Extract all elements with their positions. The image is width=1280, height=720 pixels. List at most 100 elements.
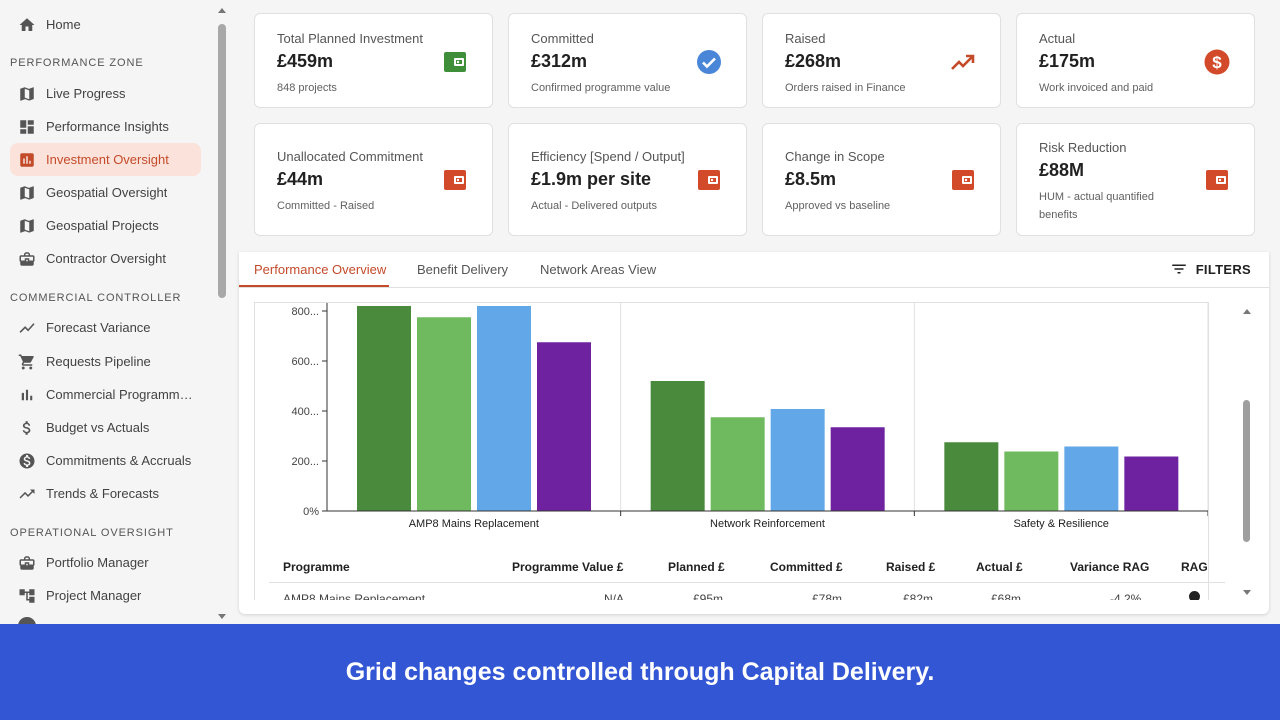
kpi-card: Total Planned Investment £459m 848 project… — [254, 13, 493, 108]
kpi-subtext: 848 projects — [277, 82, 337, 94]
kpi-card: Change in Scope £8.5m Approved vs baseline — [762, 123, 1001, 236]
scroll-up-icon[interactable] — [1243, 309, 1251, 314]
kpi-label: Unallocated Commitment — [277, 149, 423, 164]
sidebar-item-geospatial-oversight[interactable]: Geospatial Oversight — [10, 176, 201, 209]
th-programme[interactable]: Programme — [283, 560, 350, 574]
kpi-subtext: HUM - actual quantified benefits — [1039, 191, 1154, 221]
tab-benefit-delivery[interactable]: Benefit Delivery — [417, 262, 509, 277]
scroll-down-icon[interactable] — [1243, 590, 1251, 595]
sidebar-scrollbar[interactable] — [215, 0, 229, 624]
kpi-subtext: Actual - Delivered outputs — [531, 200, 657, 212]
performance-panel: Performance Overview Benefit Delivery Ne… — [239, 252, 1269, 614]
trending-up-icon — [951, 54, 975, 70]
caption-banner: Grid changes controlled through Capital … — [0, 624, 1280, 720]
sidebar-item-geospatial-projects[interactable]: Geospatial Projects — [10, 209, 201, 242]
sidebar-scroll-thumb[interactable] — [218, 24, 226, 298]
td-programme: AMP8 Mains Replacement — [283, 592, 426, 600]
chart-bar[interactable] — [830, 427, 885, 511]
th-variance-rag[interactable]: Variance RAG — [1070, 560, 1150, 574]
dashboard-icon — [18, 118, 36, 136]
sidebar-item-requests-pipeline[interactable]: Requests Pipeline — [10, 345, 201, 378]
kpi-value: £44m — [277, 169, 324, 189]
td-planned: £95m — [693, 592, 724, 600]
sidebar-item-label: Commercial Programme... — [46, 387, 196, 402]
chart-bar[interactable] — [944, 442, 999, 511]
y-tick-label: 0% — [303, 506, 319, 518]
th-programme-value[interactable]: Programme Value £ — [512, 560, 624, 574]
sidebar-item-commercial-programme[interactable]: Commercial Programme... — [10, 378, 201, 411]
kpi-label: Efficiency [Spend / Output] — [531, 149, 685, 164]
chart-bar[interactable] — [1124, 456, 1179, 512]
bar-chart-icon — [18, 386, 36, 404]
kpi-subtext: Orders raised in Finance — [785, 82, 906, 94]
y-tick-label: 400... — [291, 406, 319, 418]
chart-bar[interactable] — [417, 317, 471, 511]
td-variance-rag: -4.2% — [1110, 592, 1142, 600]
tab-performance-overview[interactable]: Performance Overview — [254, 262, 387, 277]
kpi-value: £1.9m per site — [531, 169, 652, 189]
chart-bar[interactable] — [357, 306, 411, 511]
line-chart-icon — [18, 319, 36, 337]
scroll-up-icon[interactable] — [218, 8, 226, 13]
sidebar-item-performance-insights[interactable]: Performance Insights — [10, 110, 201, 143]
kpi-card: Committed £312m Confirmed programme value — [508, 13, 747, 108]
bar-chart-icon — [18, 151, 36, 169]
chart-container: 0% 200... 400... 600... 800... AMP8 Mains Rep… — [254, 302, 1209, 600]
chart-bar[interactable] — [477, 306, 531, 511]
kpi-subtext: Committed - Raised — [277, 200, 375, 212]
trending-up-icon — [18, 485, 36, 503]
kpi-label: Total Planned Investment — [277, 31, 423, 46]
sidebar-item-investment-oversight[interactable]: Investment Oversight — [10, 143, 201, 176]
kpi-value: £88M — [1039, 160, 1085, 180]
sidebar-item-label: Investment Oversight — [46, 152, 169, 167]
wallet-icon — [698, 170, 720, 190]
chart-bar[interactable] — [770, 409, 825, 511]
kpi-label: Change in Scope — [785, 149, 885, 164]
sidebar-item-live-progress[interactable]: Live Progress — [10, 77, 201, 110]
chart-bar[interactable] — [537, 342, 591, 511]
section-title-commercial: COMMERCIAL CONTROLLER — [10, 292, 182, 304]
chart-bar[interactable] — [710, 417, 765, 511]
wallet-icon — [1206, 170, 1228, 190]
panel-scroll-thumb[interactable] — [1243, 400, 1250, 542]
sidebar-item-label: Forecast Variance — [46, 320, 151, 335]
th-committed[interactable]: Committed £ — [770, 560, 843, 574]
th-actual[interactable]: Actual £ — [976, 560, 1023, 574]
kpi-label: Risk Reduction — [1039, 140, 1127, 155]
table-header-divider — [269, 582, 1225, 583]
tab-network-areas-view[interactable]: Network Areas View — [540, 262, 657, 277]
panel-scrollbar[interactable] — [1241, 306, 1253, 598]
check-circle-icon — [697, 50, 721, 74]
sidebar-item-portfolio-manager[interactable]: Portfolio Manager — [10, 546, 201, 579]
sidebar-item-label: Performance Insights — [46, 119, 169, 134]
tab-active-indicator — [239, 285, 389, 287]
y-tick-label: 200... — [291, 456, 319, 468]
sidebar-item-forecast-variance[interactable]: Forecast Variance — [10, 311, 201, 344]
scroll-down-icon[interactable] — [218, 614, 226, 619]
sidebar-item-commitments-accruals[interactable]: Commitments & Accruals — [10, 444, 201, 477]
chart-bar[interactable] — [1064, 446, 1119, 512]
sidebar-item-contractor-oversight[interactable]: Contractor Oversight — [10, 242, 201, 275]
kpi-value: £268m — [785, 51, 842, 71]
sidebar-item-label: Commitments & Accruals — [46, 453, 192, 468]
chart-bar[interactable] — [1004, 451, 1059, 512]
sidebar-item-home[interactable]: Home — [10, 8, 201, 41]
sidebar-item-trends-forecasts[interactable]: Trends & Forecasts — [10, 477, 201, 510]
th-rag[interactable]: RAG — [1181, 560, 1208, 574]
briefcase-icon — [18, 250, 36, 268]
tab-bar: Performance Overview Benefit Delivery Ne… — [239, 252, 1269, 288]
sidebar-item-project-manager[interactable]: Project Manager — [10, 579, 201, 612]
sidebar-item-label: Live Progress — [46, 86, 126, 101]
th-raised[interactable]: Raised £ — [886, 560, 936, 574]
filters-button[interactable]: FILTERS — [1170, 260, 1251, 278]
kpi-card: Actual £175m Work invoiced and paid $ — [1016, 13, 1255, 108]
chart-bar[interactable] — [650, 381, 705, 511]
wallet-icon — [444, 170, 466, 190]
bar-chart: 0% 200... 400... 600... 800... AMP8 Mains Rep… — [291, 303, 1208, 530]
kpi-value: £312m — [531, 51, 588, 71]
kpi-label: Actual — [1039, 31, 1076, 46]
sidebar-item-budget-vs-actuals[interactable]: Budget vs Actuals — [10, 411, 201, 444]
th-planned[interactable]: Planned £ — [668, 560, 725, 574]
td-committed: £78m — [812, 592, 843, 600]
sidebar-item-label: Project Manager — [46, 588, 142, 603]
